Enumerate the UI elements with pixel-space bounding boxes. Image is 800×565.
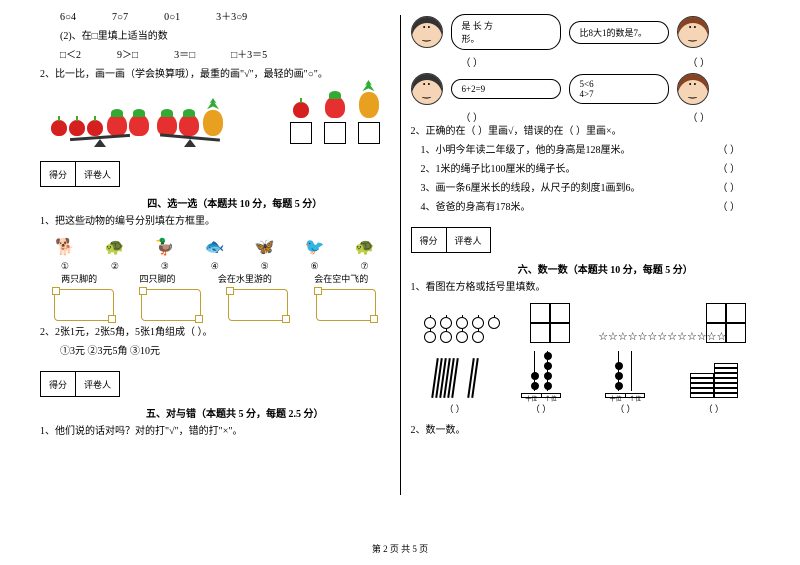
- score-box: 得分 评卷人: [40, 371, 120, 397]
- speech-bubble: 是 长 方 形。: [451, 14, 561, 50]
- q4-2: 2、2张1元，2张5角，5张1角组成（ ）。: [40, 325, 390, 340]
- animal-numbers: ① ② ③ ④ ⑤ ⑥ ⑦: [40, 261, 390, 272]
- score-box: 得分 评卷人: [40, 161, 120, 187]
- child-face-icon: [411, 73, 443, 105]
- tf-list: 1、小明今年读二年级了，他的身高是128厘米。（ ） 2、1米的绳子比100厘米…: [421, 143, 761, 215]
- bird-icon: 🐦: [302, 237, 328, 257]
- fill-label: (2)、在□里填上适当的数: [40, 29, 390, 44]
- q2-text: 2、比一比，画一画（学会换算哦），最重的画"√"，最轻的画"○"。: [40, 67, 390, 82]
- answer-grid[interactable]: [530, 303, 570, 343]
- speech-row-2: 6+2=9 5<6 4>7: [411, 73, 761, 105]
- paren-answer[interactable]: （ ）: [718, 200, 741, 215]
- answer-box[interactable]: [141, 289, 201, 321]
- paren-answer[interactable]: （ ）: [718, 181, 741, 196]
- q6-2: 2、数一数。: [411, 423, 761, 438]
- paren-answer[interactable]: （ ）: [433, 402, 477, 415]
- bars-icon: [690, 363, 738, 398]
- fill-1: □＜2: [60, 48, 81, 63]
- q4-2-options: ①3元 ②3元5角 ③10元: [40, 344, 390, 359]
- paren-answer[interactable]: （ ）: [688, 109, 711, 124]
- comp-3: 0○1: [164, 10, 180, 25]
- paren-answer[interactable]: （ ）: [605, 402, 645, 415]
- child-face-icon: [677, 73, 709, 105]
- paren-answer[interactable]: （ ）: [461, 109, 484, 124]
- turtle2-icon: 🐢: [351, 237, 377, 257]
- paren-answer[interactable]: （ ）: [521, 402, 561, 415]
- fill-row: □＜2 9＞□ 3＝□ □＋3＝5: [40, 48, 390, 63]
- paren-answer[interactable]: （ ）: [718, 143, 741, 158]
- section-4-title: 四、选一选（本题共 10 分，每题 5 分）: [40, 195, 390, 210]
- category-labels: 两只脚的 四只脚的 会在水里游的 会在空中飞的: [40, 272, 390, 285]
- fish-icon: 🐟: [202, 237, 228, 257]
- abacus-icon: 十位个位: [605, 351, 645, 398]
- speech-row-1: 是 长 方 形。 比8大1的数是7。: [411, 14, 761, 50]
- answer-box[interactable]: [290, 122, 312, 144]
- score-label: 得分: [41, 162, 76, 186]
- paren-answer[interactable]: （ ）: [690, 402, 738, 415]
- abacus-icon: 十位个位: [521, 351, 561, 398]
- apples-icon: [424, 317, 502, 343]
- speech-bubble: 5<6 4>7: [569, 74, 669, 104]
- q5-1: 1、他们说的话对吗？对的打"√"，错的打"×"。: [40, 424, 390, 439]
- answer-box[interactable]: [54, 289, 114, 321]
- dog-icon: 🐕: [52, 237, 78, 257]
- category-boxes: [40, 289, 390, 321]
- fill-2: 9＞□: [117, 48, 138, 63]
- fill-4: □＋3＝5: [231, 48, 267, 63]
- speech-bubble: 6+2=9: [451, 79, 561, 99]
- duck-icon: 🦆: [152, 237, 178, 257]
- q6-1: 1、看图在方格或括号里填数。: [411, 280, 761, 295]
- left-column: 6○4 7○7 0○1 3＋3○9 (2)、在□里填上适当的数 □＜2 9＞□ …: [30, 10, 400, 520]
- comparison-row: 6○4 7○7 0○1 3＋3○9: [40, 10, 390, 25]
- fruit-seesaw-row: [40, 86, 390, 153]
- page-footer: 第 2 页 共 5 页: [0, 542, 800, 555]
- grader-label: 评卷人: [76, 162, 119, 186]
- right-column: 是 长 方 形。 比8大1的数是7。 （ ） （ ） 6+2=9 5<6 4>7…: [401, 10, 771, 520]
- q2-tf-label: 2、正确的在（ ）里画√，错误的在（ ）里画×。: [411, 124, 761, 139]
- section-6-title: 六、数一数（本题共 10 分，每题 5 分）: [411, 261, 761, 276]
- q4-1: 1、把这些动物的编号分别填在方框里。: [40, 214, 390, 229]
- child-face-icon: [411, 16, 443, 48]
- answer-box[interactable]: [358, 122, 380, 144]
- sticks-icon: [433, 358, 477, 398]
- stars-icon: ☆☆☆☆☆☆☆☆☆☆☆☆☆: [598, 330, 678, 343]
- answer-box[interactable]: [324, 122, 346, 144]
- animals-row: 🐕 🐢 🦆 🐟 🦋 🐦 🐢: [40, 233, 390, 261]
- paren-answer[interactable]: （ ）: [461, 54, 484, 69]
- comp-1: 6○4: [60, 10, 76, 25]
- answer-grid[interactable]: [706, 303, 746, 343]
- paren-answer[interactable]: （ ）: [718, 162, 741, 177]
- butterfly-icon: 🦋: [252, 237, 278, 257]
- comp-2: 7○7: [112, 10, 128, 25]
- count-row-2: （ ） 十位个位 （ ） 十位: [411, 351, 761, 415]
- speech-bubble: 比8大1的数是7。: [569, 21, 669, 44]
- paren-answer[interactable]: （ ）: [688, 54, 711, 69]
- answer-box[interactable]: [228, 289, 288, 321]
- child-face-icon: [677, 16, 709, 48]
- score-box: 得分 评卷人: [411, 227, 491, 253]
- fill-3: 3＝□: [174, 48, 195, 63]
- section-5-title: 五、对与错（本题共 5 分，每题 2.5 分）: [40, 405, 390, 420]
- count-row-1: ☆☆☆☆☆☆☆☆☆☆☆☆☆: [411, 303, 761, 343]
- comp-4: 3＋3○9: [216, 10, 247, 25]
- turtle-icon: 🐢: [102, 237, 128, 257]
- answer-box[interactable]: [316, 289, 376, 321]
